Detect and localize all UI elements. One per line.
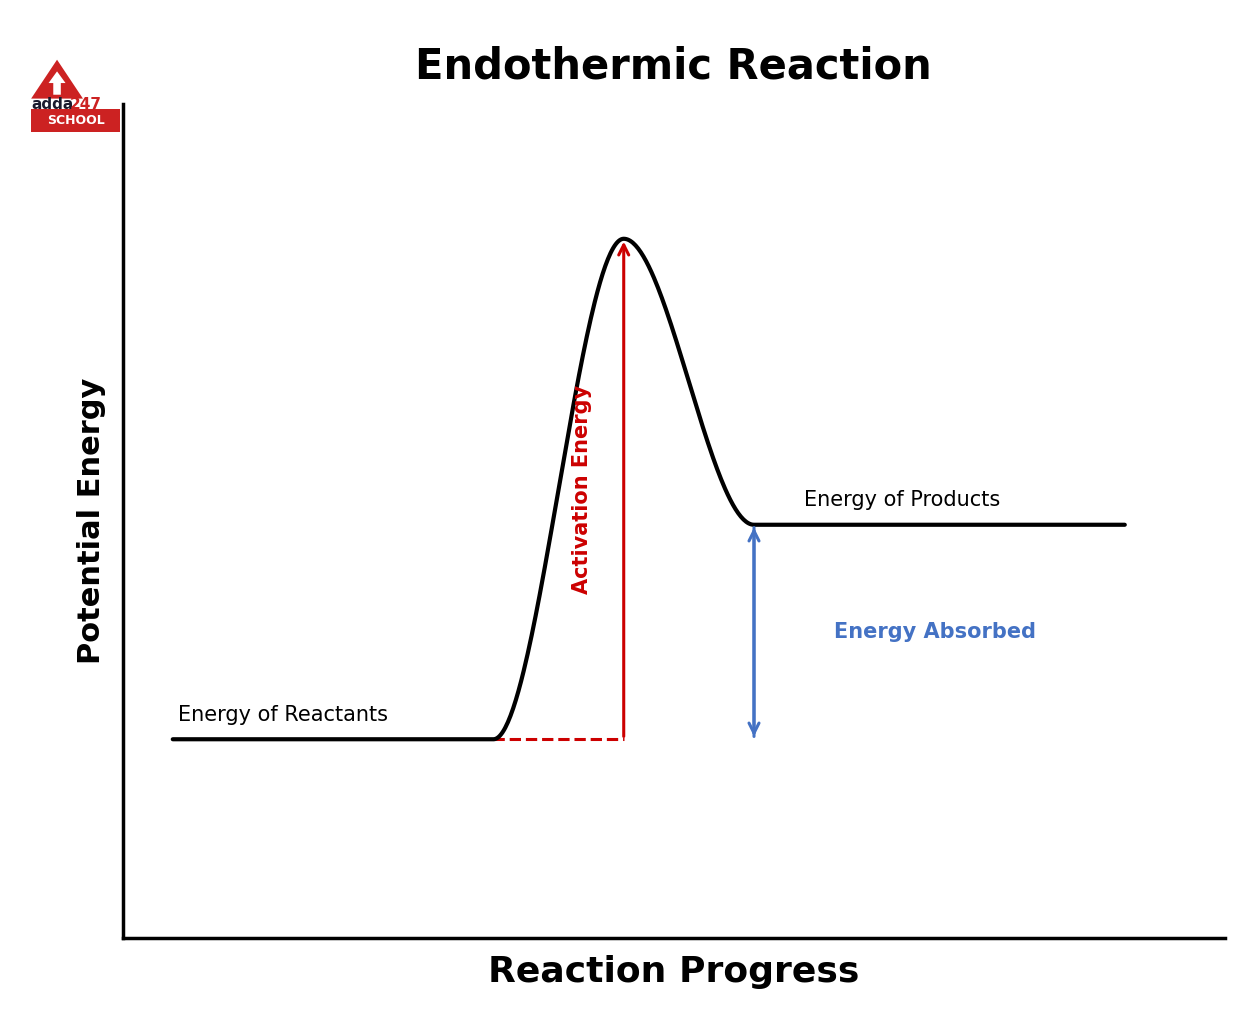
Text: 247: 247 [69,97,102,112]
Title: Endothermic Reaction: Endothermic Reaction [415,46,932,88]
Text: Energy of Products: Energy of Products [804,490,1001,510]
Y-axis label: Potential Energy: Potential Energy [77,378,105,664]
Text: SCHOOL: SCHOOL [47,114,104,127]
Text: adda: adda [31,97,73,112]
X-axis label: Reaction Progress: Reaction Progress [489,954,859,988]
Text: Energy of Reactants: Energy of Reactants [177,705,388,725]
Text: Activation Energy: Activation Energy [572,384,591,594]
Text: Energy Absorbed: Energy Absorbed [835,622,1037,642]
